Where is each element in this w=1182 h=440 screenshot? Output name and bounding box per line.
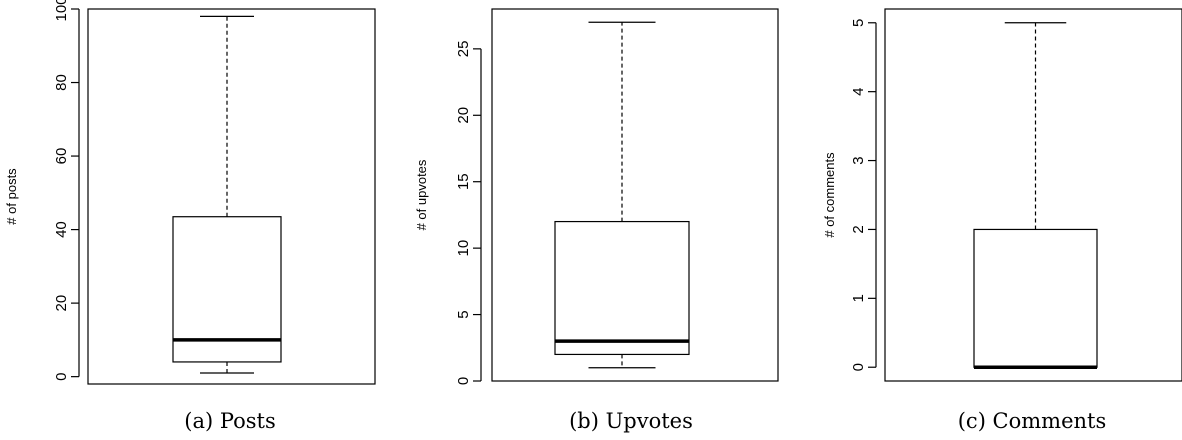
panel-2-y-tick-label: 4 [850,87,867,95]
panel-0-y-tick-label: 60 [53,148,70,165]
panel-1-y-tick-label: 0 [455,377,472,385]
panel-2-y-tick-label: 5 [850,19,867,27]
panel-2-plot-frame [884,8,1182,382]
panel-2-y-tick-label: 2 [850,225,867,233]
panel-1-y-tick-label: 5 [455,310,472,318]
panel-1-y-tick-label: 20 [455,107,472,124]
panel-0-box [172,216,282,363]
panel-2-y-tick-label: 0 [850,363,867,371]
panel-1-caption: (b) Upvotes [569,409,693,433]
panel-0-y-tick-label: 0 [53,372,70,380]
panel-1-y-tick-label: 10 [455,240,472,257]
panel-2-y-tick-label: 1 [850,294,867,302]
panel-0-caption: (a) Posts [184,409,276,433]
panel-2-y-axis-label: # of comments [822,152,837,238]
panel-2-box [973,228,1098,368]
panel-0-y-axis-label: # of posts [4,168,19,225]
panel-0-plot-frame [87,8,376,385]
panel-2-y-tick-label: 3 [850,156,867,164]
panel-1-plot-frame [491,8,779,382]
panel-0-y-tick-label: 100 [53,0,70,22]
panel-1-y-tick-label: 15 [455,173,472,190]
panel-0-y-tick-label: 20 [53,295,70,312]
panel-1-y-axis-label: # of upvotes [414,159,429,230]
panel-2-caption: (c) Comments [958,409,1107,433]
panel-1-box [554,220,690,356]
panel-1-y-tick-label: 25 [455,41,472,58]
panel-0-y-tick-label: 40 [53,221,70,238]
panel-0-y-tick-label: 80 [53,74,70,91]
